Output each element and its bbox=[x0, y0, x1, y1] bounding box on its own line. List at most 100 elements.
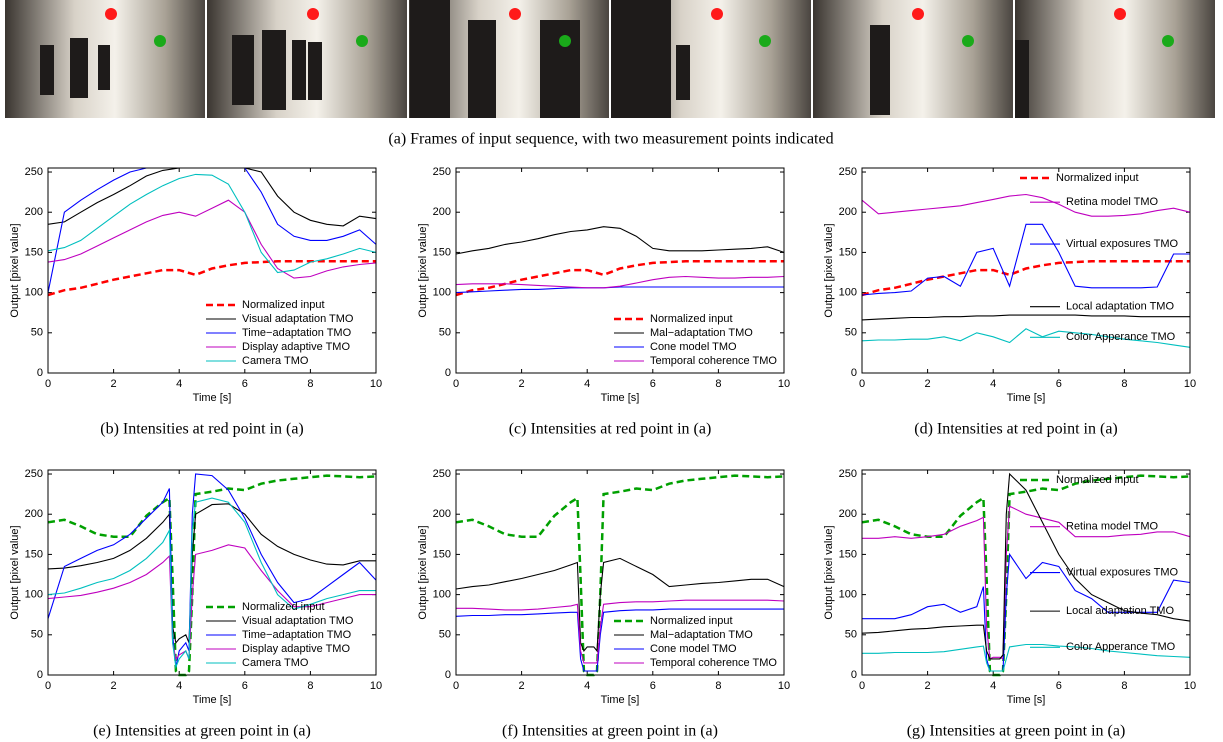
frame bbox=[813, 0, 1013, 118]
y-tick-label: 0 bbox=[445, 669, 451, 681]
x-tick-label: 8 bbox=[1121, 378, 1127, 390]
x-axis-label: Time [s] bbox=[601, 392, 640, 404]
series-line bbox=[861, 223, 1190, 296]
y-tick-label: 250 bbox=[839, 166, 857, 178]
y-tick-label: 100 bbox=[25, 287, 43, 299]
chart-caption: (b) Intensities at red point in (a) bbox=[100, 421, 304, 438]
y-axis-label: Output [pixel value] bbox=[823, 223, 835, 317]
plot-frame bbox=[47, 167, 377, 374]
plot-frame bbox=[47, 469, 377, 676]
chart-caption: (e) Intensities at green point in (a) bbox=[93, 723, 311, 740]
x-tick-label: 2 bbox=[519, 378, 525, 390]
x-tick-label: 10 bbox=[370, 378, 382, 390]
y-tick-label: 200 bbox=[839, 206, 857, 218]
legend-label: Visual adaptation TMO bbox=[242, 313, 354, 325]
x-tick-label: 4 bbox=[990, 680, 996, 692]
y-axis-label: Output [pixel value] bbox=[823, 525, 835, 619]
legend-label: Color Apperance TMO bbox=[1066, 641, 1176, 653]
x-axis-label: Time [s] bbox=[193, 392, 232, 404]
legend-label: Virtual exposures TMO bbox=[1066, 238, 1179, 250]
series-line bbox=[455, 608, 784, 672]
y-tick-label: 0 bbox=[851, 669, 857, 681]
y-tick-label: 50 bbox=[31, 629, 43, 641]
x-tick-label: 0 bbox=[859, 680, 865, 692]
y-tick-label: 200 bbox=[433, 508, 451, 520]
x-tick-label: 10 bbox=[1184, 680, 1196, 692]
y-axis-label: Output [pixel value] bbox=[9, 223, 21, 317]
x-tick-label: 0 bbox=[453, 680, 459, 692]
y-tick-label: 100 bbox=[25, 589, 43, 601]
x-axis-label: Time [s] bbox=[1007, 392, 1046, 404]
legend-label: Mal−adaptation TMO bbox=[650, 629, 753, 641]
series-line bbox=[47, 167, 377, 293]
x-tick-label: 8 bbox=[307, 680, 313, 692]
x-tick-label: 2 bbox=[925, 680, 931, 692]
y-tick-label: 100 bbox=[839, 589, 857, 601]
x-tick-label: 10 bbox=[778, 680, 790, 692]
legend-label: Display adaptive TMO bbox=[242, 643, 350, 655]
series-line bbox=[861, 314, 1190, 321]
series-line bbox=[455, 286, 784, 294]
x-axis-label: Time [s] bbox=[1007, 694, 1046, 706]
y-tick-label: 50 bbox=[439, 327, 451, 339]
y-tick-label: 0 bbox=[445, 367, 451, 379]
legend-label: Local adaptation TMO bbox=[1066, 301, 1174, 313]
x-tick-label: 4 bbox=[176, 680, 182, 692]
series-line bbox=[47, 544, 376, 661]
x-axis-label: Time [s] bbox=[193, 694, 232, 706]
series-line bbox=[861, 472, 1191, 660]
y-tick-label: 150 bbox=[25, 548, 43, 560]
chart-caption: (c) Intensities at red point in (a) bbox=[509, 421, 712, 438]
legend-label: Normalized input bbox=[650, 313, 733, 325]
chart-caption: (g) Intensities at green point in (a) bbox=[907, 723, 1126, 740]
y-tick-label: 0 bbox=[37, 669, 43, 681]
y-tick-label: 250 bbox=[25, 166, 43, 178]
y-tick-label: 200 bbox=[25, 206, 43, 218]
legend-label: Normalized input bbox=[650, 615, 733, 627]
series-line bbox=[455, 226, 785, 255]
plot-frame bbox=[861, 469, 1191, 676]
x-tick-label: 6 bbox=[650, 680, 656, 692]
x-tick-label: 2 bbox=[111, 680, 117, 692]
series-line bbox=[862, 643, 1191, 672]
series-line bbox=[456, 599, 785, 664]
y-axis-label: Output [pixel value] bbox=[9, 525, 21, 619]
series-line bbox=[455, 275, 785, 289]
legend-label: Virtual exposures TMO bbox=[1066, 566, 1179, 578]
people bbox=[40, 0, 1029, 118]
x-tick-label: 8 bbox=[715, 680, 721, 692]
y-tick-label: 250 bbox=[433, 468, 451, 480]
legend-label: Normalized input bbox=[1056, 172, 1139, 184]
x-tick-label: 6 bbox=[1056, 378, 1062, 390]
y-tick-label: 250 bbox=[25, 468, 43, 480]
y-tick-label: 0 bbox=[37, 367, 43, 379]
x-tick-label: 0 bbox=[45, 680, 51, 692]
legend-label: Visual adaptation TMO bbox=[242, 615, 354, 627]
x-tick-label: 0 bbox=[859, 378, 865, 390]
plot-frame bbox=[455, 469, 785, 676]
x-tick-label: 8 bbox=[1121, 680, 1127, 692]
y-tick-label: 150 bbox=[839, 548, 857, 560]
red-points bbox=[105, 8, 1126, 20]
y-tick-label: 100 bbox=[433, 287, 451, 299]
y-tick-label: 200 bbox=[839, 508, 857, 520]
frames-caption: (a) Frames of input sequence, with two m… bbox=[388, 131, 833, 148]
y-tick-label: 100 bbox=[433, 589, 451, 601]
x-tick-label: 2 bbox=[111, 378, 117, 390]
x-axis-label: Time [s] bbox=[601, 694, 640, 706]
x-tick-label: 2 bbox=[925, 378, 931, 390]
series-line bbox=[47, 474, 377, 677]
series-line bbox=[861, 328, 1191, 348]
y-tick-label: 250 bbox=[433, 166, 451, 178]
y-tick-label: 100 bbox=[839, 287, 857, 299]
y-tick-label: 150 bbox=[433, 548, 451, 560]
x-tick-label: 8 bbox=[307, 378, 313, 390]
green-points bbox=[154, 35, 1174, 47]
legend-label: Camera TMO bbox=[242, 355, 309, 367]
series-line bbox=[455, 260, 784, 297]
